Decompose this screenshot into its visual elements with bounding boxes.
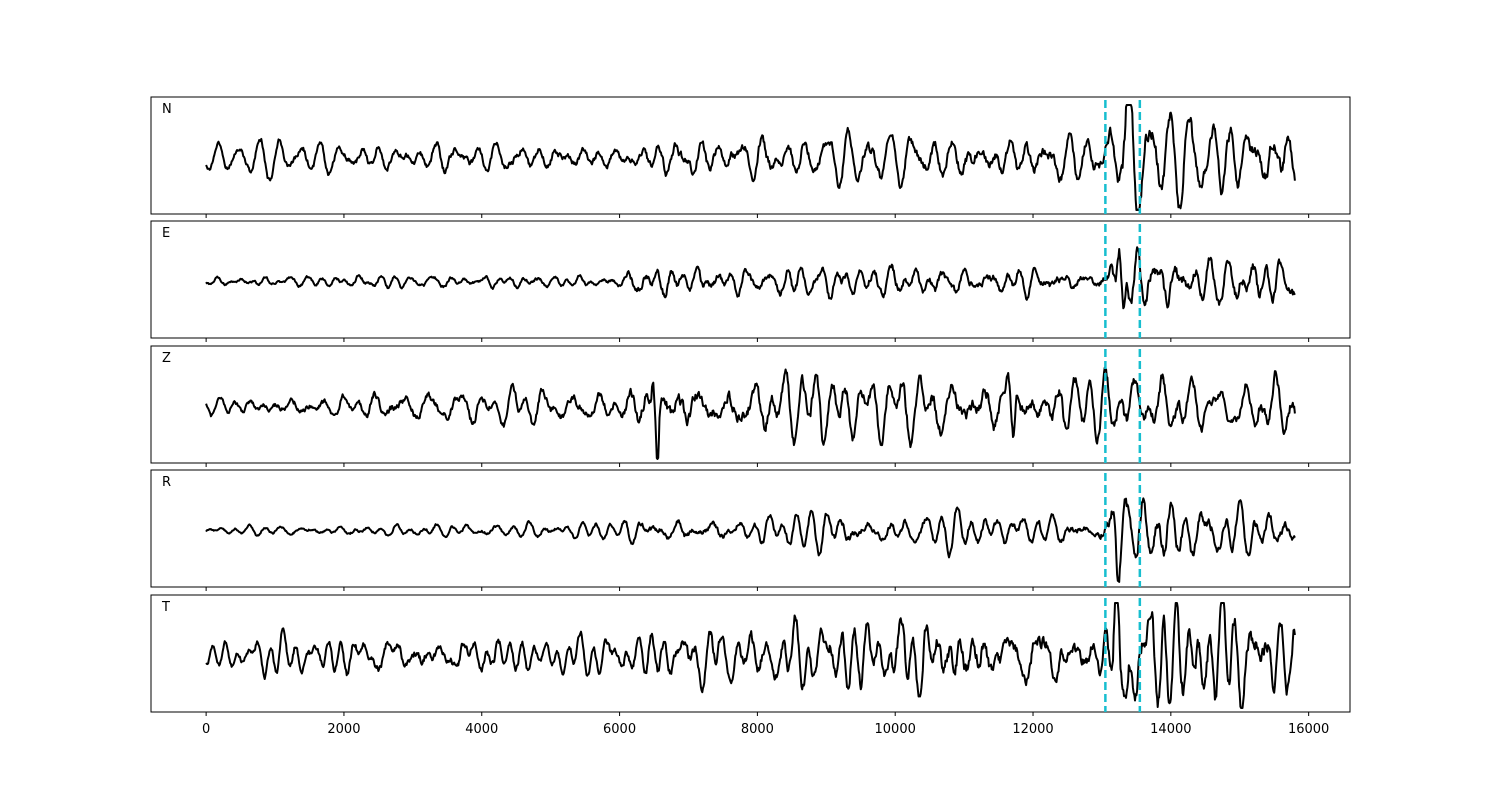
waveform-trace-r: [205, 497, 1296, 583]
x-tick-label: 0: [202, 722, 210, 737]
x-tick-label: 2000: [327, 722, 360, 737]
panel-label: Z: [162, 351, 171, 366]
panel-frame: [150, 96, 1351, 215]
waveform-trace-e: [205, 246, 1296, 310]
waveform-trace-z: [205, 366, 1296, 460]
x-tick-label: 12000: [1012, 722, 1053, 737]
panel-frame: [150, 469, 1351, 588]
trace-panel-r: R: [150, 469, 1351, 591]
waveform-trace-n: [205, 104, 1296, 211]
trace-panel-e: E: [150, 220, 1351, 342]
trace-panel-z: Z: [150, 345, 1351, 467]
panel-label: N: [162, 102, 172, 117]
panel-label: E: [162, 226, 170, 241]
trace-panel-t: T: [150, 594, 1351, 716]
x-tick-label: 10000: [875, 722, 916, 737]
panels-layer: N E Z R T: [150, 96, 1351, 716]
x-tick-label: 16000: [1288, 722, 1329, 737]
x-tick-label: 14000: [1150, 722, 1191, 737]
x-axis: 0 2000 4000 6000 8000 10000 12000 14000 16000: [202, 722, 1329, 737]
x-tick-label: 8000: [741, 722, 774, 737]
panel-frame: [150, 220, 1351, 339]
trace-panel-n: N: [150, 96, 1351, 218]
x-tick-label: 4000: [465, 722, 498, 737]
panel-frame: [150, 345, 1351, 464]
panel-frame: [150, 594, 1351, 713]
panel-label: T: [161, 600, 170, 615]
waveform-trace-t: [205, 602, 1296, 709]
x-tick-label: 6000: [603, 722, 636, 737]
panel-label: R: [162, 475, 171, 490]
